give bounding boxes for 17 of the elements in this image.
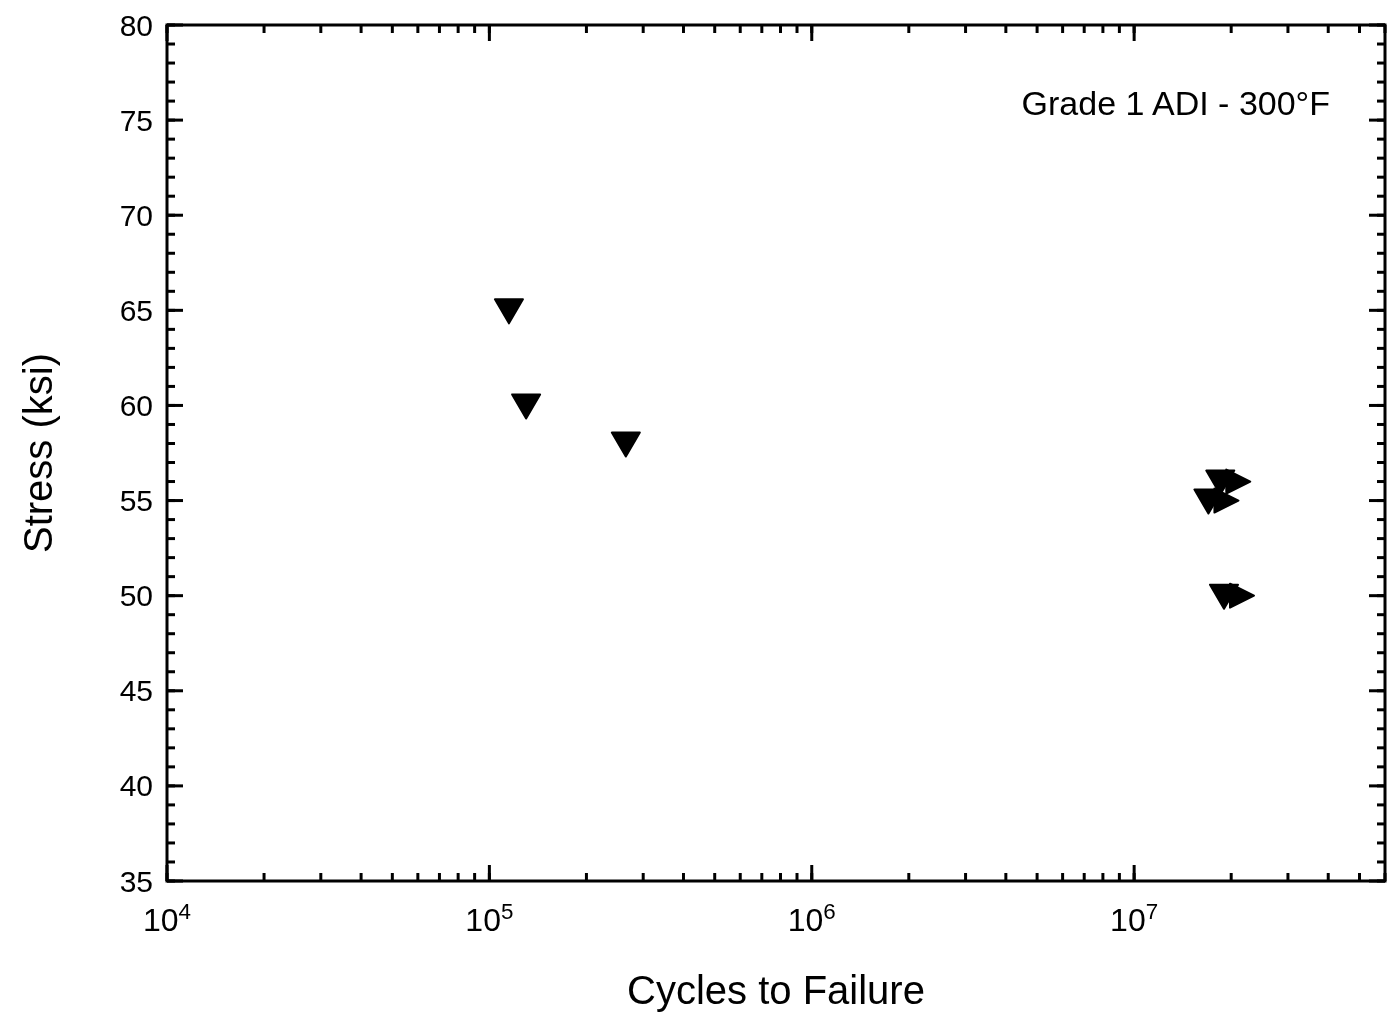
- text: Grade 1 ADI - 300°F: [1021, 84, 1330, 122]
- y-tick-label: 35: [119, 864, 153, 898]
- y-tick-label: 55: [119, 484, 153, 518]
- y-tick-label: 70: [119, 198, 153, 232]
- x-tick-label: 10$^{7}$: [1110, 898, 1159, 938]
- x-tick-label: 10$^{4}$: [142, 898, 192, 938]
- x-tick-label: 10$^{5}$: [465, 898, 514, 938]
- y-tick-label: 40: [119, 769, 153, 803]
- y-tick-label: 80: [119, 8, 153, 42]
- y-tick-label: 45: [119, 674, 153, 708]
- y-tick-label: 50: [119, 579, 153, 613]
- y-tick-label: 75: [119, 103, 153, 137]
- y-tick-label: 60: [119, 388, 153, 422]
- x-axis-title: Cycles to Failure: [627, 968, 925, 1012]
- y-axis-title: Stress (ksi): [16, 353, 60, 553]
- y-tick-label: 65: [119, 293, 153, 327]
- x-tick-label: 10$^{6}$: [787, 898, 836, 938]
